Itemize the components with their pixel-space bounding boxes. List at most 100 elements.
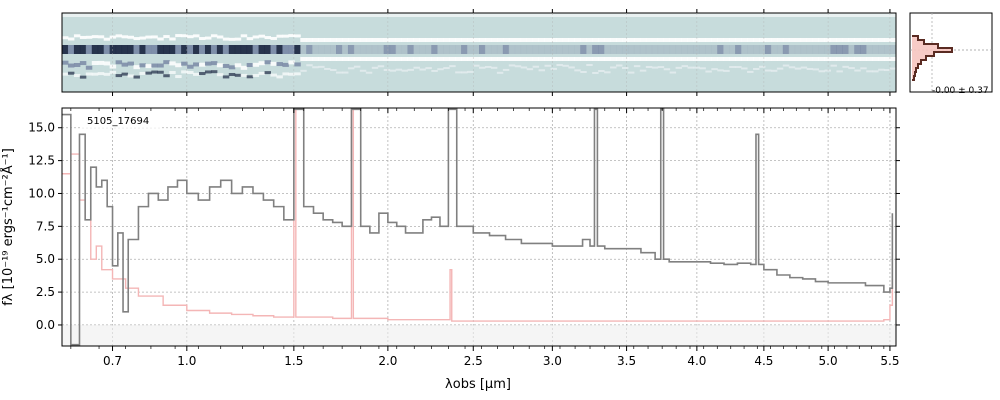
histogram-bar bbox=[912, 44, 938, 48]
heatmap-cell bbox=[115, 34, 123, 38]
heatmap-cell bbox=[878, 38, 885, 42]
heatmap-cell bbox=[776, 67, 784, 70]
heatmap-cell bbox=[592, 71, 599, 74]
heatmap-cell bbox=[604, 71, 611, 74]
heatmap-cell bbox=[449, 57, 456, 61]
heatmap-cell bbox=[848, 38, 855, 42]
heatmap-cell bbox=[586, 64, 593, 67]
heatmap-cell bbox=[562, 64, 569, 67]
heatmap-cell bbox=[824, 45, 831, 54]
heatmap-cell bbox=[467, 70, 474, 73]
heatmap-cell bbox=[514, 57, 522, 61]
heatmap-cell bbox=[580, 38, 587, 42]
heatmap-cell bbox=[455, 45, 462, 54]
heatmap-cell bbox=[222, 63, 230, 68]
heatmap-cell bbox=[520, 66, 528, 69]
heatmap-cell bbox=[91, 45, 99, 54]
heatmap-cell bbox=[776, 57, 784, 61]
heatmap-cell bbox=[800, 66, 808, 69]
heatmap-cell bbox=[532, 38, 540, 42]
heatmap-cell bbox=[67, 63, 75, 68]
heatmap-cell bbox=[860, 57, 867, 61]
heatmap-cell bbox=[866, 45, 873, 54]
heatmap-cell bbox=[764, 38, 772, 42]
heatmap-cell bbox=[753, 57, 760, 61]
heatmap-cell bbox=[711, 38, 718, 42]
heatmap-cell bbox=[484, 45, 492, 54]
heatmap-cell bbox=[401, 57, 409, 61]
heatmap-cell bbox=[782, 38, 790, 42]
heatmap-cell bbox=[776, 38, 784, 42]
heatmap-cell bbox=[133, 37, 140, 41]
heatmap-cell bbox=[330, 38, 337, 42]
heatmap-cell bbox=[604, 38, 611, 42]
heatmap-cell bbox=[234, 63, 242, 68]
heatmap-cell bbox=[616, 45, 623, 54]
heatmap-cell bbox=[496, 57, 504, 61]
x-tick-label: 1.0 bbox=[177, 354, 196, 368]
heatmap-cell bbox=[127, 61, 134, 66]
heatmap-cell bbox=[705, 38, 712, 42]
heatmap-cell bbox=[288, 45, 295, 54]
heatmap-cell bbox=[109, 64, 117, 69]
heatmap-cell bbox=[538, 45, 546, 54]
heatmap-cell bbox=[556, 64, 563, 67]
heatmap-cell bbox=[836, 38, 843, 42]
heatmap-cell bbox=[484, 38, 492, 42]
heatmap-cell bbox=[389, 69, 397, 72]
panel-residual-histogram: -0.00 ± 0.37 bbox=[909, 12, 993, 96]
histogram-bar bbox=[912, 60, 921, 64]
heatmap-cell bbox=[359, 57, 367, 61]
heatmap-cell bbox=[383, 45, 391, 54]
heatmap-cell bbox=[300, 69, 307, 72]
y-tick-label: 0.0 bbox=[36, 318, 55, 332]
heatmap-cell bbox=[568, 57, 575, 61]
heatmap-cell bbox=[324, 38, 331, 42]
heatmap-cell bbox=[723, 57, 730, 61]
heatmap-cell bbox=[300, 45, 307, 54]
heatmap-cell bbox=[97, 72, 105, 76]
heatmap-cell bbox=[157, 45, 164, 54]
heatmap-cell bbox=[782, 45, 790, 54]
heatmap-cell bbox=[419, 57, 426, 61]
heatmap-cell bbox=[246, 75, 254, 79]
heatmap-cell bbox=[699, 57, 706, 61]
heatmap-cell bbox=[532, 57, 540, 61]
heatmap-cell bbox=[115, 74, 123, 78]
heatmap-cell bbox=[836, 70, 843, 73]
heatmap-cell bbox=[234, 45, 242, 54]
heatmap-cell bbox=[610, 45, 617, 54]
heatmap-cell bbox=[490, 38, 498, 42]
heatmap-cell bbox=[306, 45, 313, 54]
heatmap-cell bbox=[544, 57, 551, 61]
heatmap-cell bbox=[621, 45, 629, 54]
heatmap-cell bbox=[687, 57, 694, 61]
heatmap-cell bbox=[598, 57, 605, 61]
heatmap-cell bbox=[729, 38, 736, 42]
heatmap-cell bbox=[133, 75, 140, 79]
heatmap-cell bbox=[598, 70, 605, 73]
heatmap-cell bbox=[830, 64, 837, 67]
heatmap-cell bbox=[228, 45, 236, 54]
heatmap-cell bbox=[395, 38, 403, 42]
heatmap-cell bbox=[455, 57, 462, 61]
heatmap-cell bbox=[681, 65, 688, 68]
heatmap-cell bbox=[139, 36, 146, 40]
heatmap-cell bbox=[461, 38, 468, 42]
heatmap-cell bbox=[520, 57, 528, 61]
heatmap-cell bbox=[234, 73, 242, 77]
heatmap-cell bbox=[73, 74, 81, 78]
heatmap-cell bbox=[639, 45, 647, 54]
heatmap-cell bbox=[890, 45, 897, 54]
heatmap-cell bbox=[425, 67, 432, 70]
heatmap-cell bbox=[258, 45, 266, 54]
heatmap-cell bbox=[550, 67, 557, 70]
heatmap-cell bbox=[651, 57, 659, 61]
heatmap-cell bbox=[425, 45, 432, 54]
heatmap-cell bbox=[562, 38, 569, 42]
y-axis-ticks: 0.0 2.5 5.0 7.5 10.0 12.5 15.0 bbox=[28, 121, 900, 332]
heatmap-cell bbox=[371, 38, 379, 42]
heatmap-cell bbox=[842, 65, 849, 68]
heatmap-cell bbox=[747, 70, 754, 73]
heatmap-cell bbox=[246, 45, 254, 54]
